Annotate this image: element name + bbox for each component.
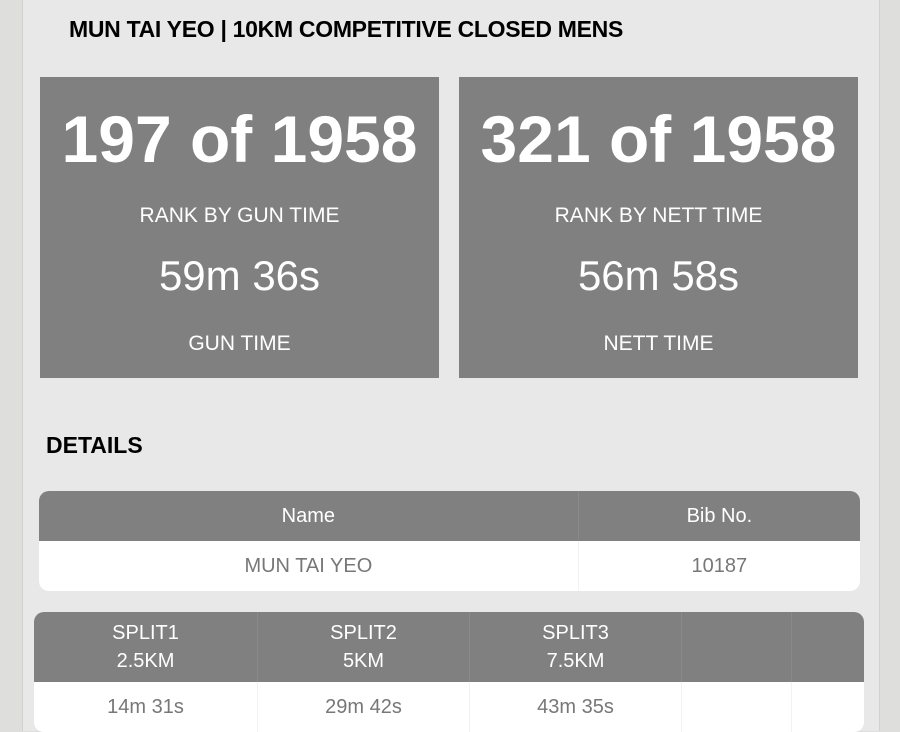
split-distance: 5KM <box>342 650 385 672</box>
nett-rank-label: RANK BY NETT TIME <box>554 204 763 227</box>
nett-time-card: 321 of 1958 RANK BY NETT TIME 56m 58s NE… <box>459 77 858 378</box>
table-header-row: SPLIT1 2.5KM SPLIT2 5KM SPLIT3 7.5KM <box>34 612 864 682</box>
split-name: SPLIT3 <box>542 622 609 644</box>
details-heading: DETAILS <box>46 432 143 458</box>
cell-empty <box>681 682 792 732</box>
gun-rank-label: RANK BY GUN TIME <box>139 204 340 227</box>
split-distance: 7.5KM <box>546 650 605 672</box>
details-table: Name Bib No. MUN TAI YEO 10187 <box>39 491 860 591</box>
nett-rank: 321 of 1958 <box>480 102 837 176</box>
table-header-row: Name Bib No. <box>39 491 860 541</box>
gun-time: 59m 36s <box>158 252 321 299</box>
cell-name: MUN TAI YEO <box>39 541 579 591</box>
cell-split3: 43m 35s <box>469 682 682 732</box>
nett-time-label: NETT TIME <box>603 332 714 355</box>
gun-time-label: GUN TIME <box>188 332 291 355</box>
cell-split1: 14m 31s <box>34 682 258 732</box>
gun-rank: 197 of 1958 <box>61 102 418 176</box>
split-name: SPLIT1 <box>112 622 179 644</box>
column-header-empty <box>681 612 792 682</box>
column-header-bib: Bib No. <box>578 491 860 541</box>
column-header-split2: SPLIT2 5KM <box>257 612 470 682</box>
column-header-empty <box>791 612 864 682</box>
cell-split2: 29m 42s <box>257 682 470 732</box>
table-row: MUN TAI YEO 10187 <box>39 541 860 591</box>
nett-time: 56m 58s <box>577 252 740 299</box>
gun-time-card: 197 of 1958 RANK BY GUN TIME 59m 36s GUN… <box>40 77 439 378</box>
column-header-name: Name <box>39 491 579 541</box>
column-header-split3: SPLIT3 7.5KM <box>469 612 682 682</box>
split-name: SPLIT2 <box>330 622 397 644</box>
splits-table: SPLIT1 2.5KM SPLIT2 5KM SPLIT3 7.5KM 14m 31… <box>34 612 864 732</box>
cell-bib: 10187 <box>578 541 860 591</box>
cell-empty <box>791 682 864 732</box>
split-distance: 2.5KM <box>116 650 175 672</box>
table-row: 14m 31s 29m 42s 43m 35s <box>34 682 864 732</box>
column-header-split1: SPLIT1 2.5KM <box>34 612 258 682</box>
page-title: MUN TAI YEO | 10KM COMPETITIVE CLOSED ME… <box>69 16 623 42</box>
